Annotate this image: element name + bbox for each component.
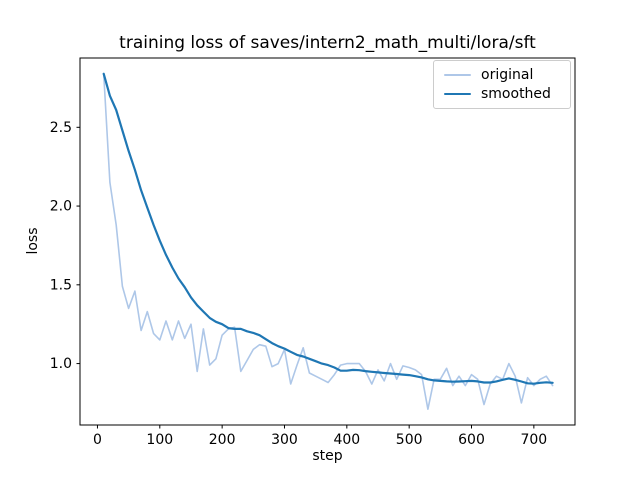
y-tick-label: 1.0 [50, 356, 72, 372]
x-tick-label: 700 [520, 432, 547, 448]
legend-line-original-swatch [444, 73, 471, 76]
x-tick-label: 400 [333, 432, 360, 448]
series-line-smoothed [102, 72, 554, 385]
x-axis-label: step [312, 448, 343, 464]
series-line-original [102, 73, 554, 411]
y-tick-label: 2.0 [50, 199, 72, 215]
x-tick-label: 600 [458, 432, 485, 448]
legend: original smoothed [433, 60, 571, 109]
x-tick-label: 0 [93, 432, 102, 448]
legend-label-original: original [481, 66, 534, 83]
x-tick-label: 300 [271, 432, 298, 448]
x-tick-label: 100 [146, 432, 173, 448]
y-axis-label: loss [25, 227, 41, 255]
chart-title: training loss of saves/intern2_math_mult… [119, 33, 536, 53]
x-tick-label: 200 [209, 432, 236, 448]
legend-label-smoothed: smoothed [481, 86, 551, 103]
y-tick-label: 1.5 [50, 277, 72, 293]
x-tick-label: 500 [396, 432, 423, 448]
legend-item-smoothed: smoothed [434, 86, 570, 102]
axes-frame [79, 57, 576, 426]
legend-line-smoothed-swatch [444, 93, 471, 96]
legend-item-original: original [434, 67, 570, 83]
y-tick-label: 2.5 [50, 120, 72, 136]
